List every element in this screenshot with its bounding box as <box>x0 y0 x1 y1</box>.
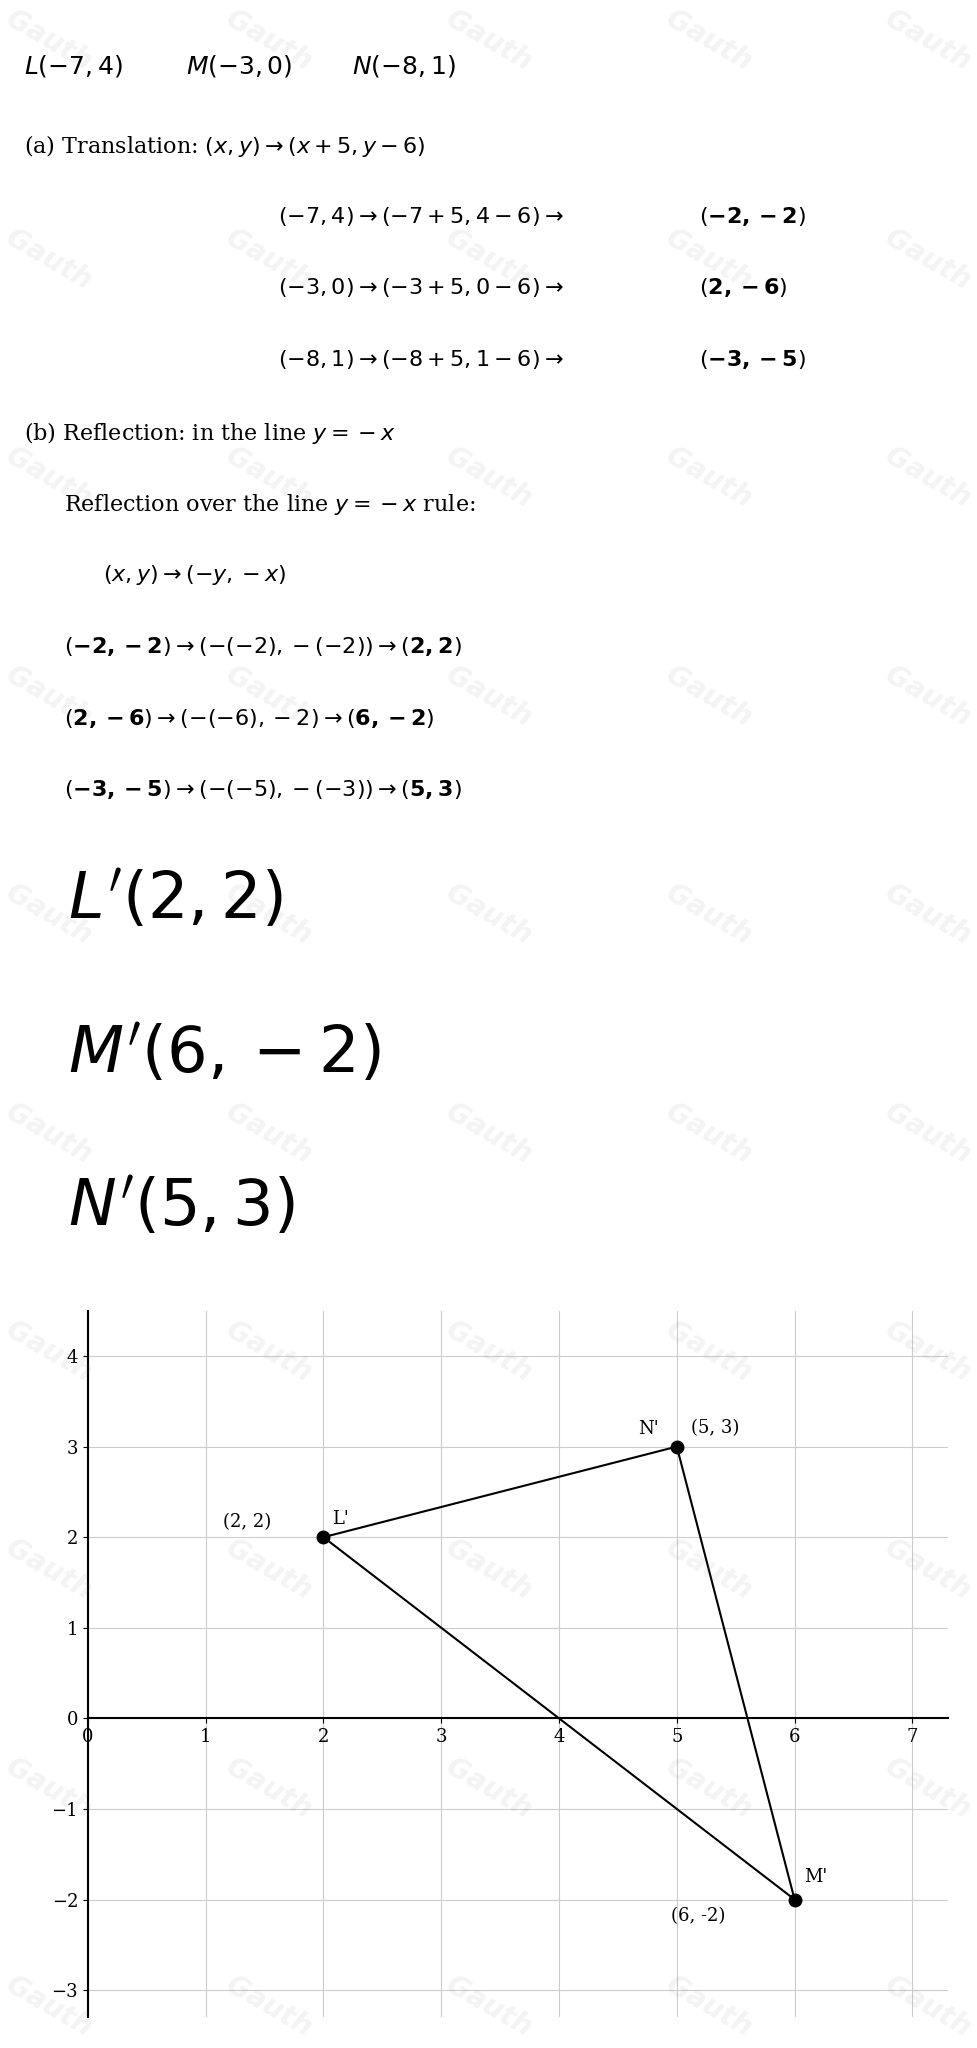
Text: (6, -2): (6, -2) <box>671 1907 725 1925</box>
Text: Gauth: Gauth <box>660 1534 756 1606</box>
Text: $(\mathbf{2,-6}) \to (-(-6),-2) \to (\mathbf{6,-2})$: $(\mathbf{2,-6}) \to (-(-6),-2) \to (\ma… <box>64 707 434 729</box>
Text: N': N' <box>639 1419 659 1438</box>
Text: Gauth: Gauth <box>441 1972 536 2042</box>
Text: Gauth: Gauth <box>441 1098 536 1169</box>
Text: Gauth: Gauth <box>221 662 317 731</box>
Text: Gauth: Gauth <box>221 1534 317 1606</box>
Text: Gauth: Gauth <box>660 879 756 950</box>
Text: Gauth: Gauth <box>660 1753 756 1825</box>
Text: Gauth: Gauth <box>880 1098 976 1169</box>
Text: (b) Reflection: in the line $y = -x$: (b) Reflection: in the line $y = -x$ <box>24 420 397 446</box>
Text: Gauth: Gauth <box>880 442 976 514</box>
Text: Gauth: Gauth <box>880 879 976 950</box>
Text: Reflection over the line $y = -x$ rule:: Reflection over the line $y = -x$ rule: <box>64 492 475 516</box>
Text: Gauth: Gauth <box>221 1098 317 1169</box>
Text: $(\mathbf{-2,-2})$: $(\mathbf{-2,-2})$ <box>699 205 806 227</box>
Text: Gauth: Gauth <box>660 1317 756 1386</box>
Text: Gauth: Gauth <box>1 1534 97 1606</box>
Text: Gauth: Gauth <box>221 1317 317 1386</box>
Text: $(\mathbf{2,-6})$: $(\mathbf{2,-6})$ <box>699 276 787 299</box>
Text: Gauth: Gauth <box>221 442 317 514</box>
Text: Gauth: Gauth <box>221 879 317 950</box>
Text: $L'(2,2)$: $L'(2,2)$ <box>68 870 283 932</box>
Text: Gauth: Gauth <box>1 662 97 731</box>
Text: Gauth: Gauth <box>441 6 536 76</box>
Text: (a) Translation: $(x,y) \to (x+5, y-6)$: (a) Translation: $(x,y) \to (x+5, y-6)$ <box>24 133 426 160</box>
Text: $M'(6,-2)$: $M'(6,-2)$ <box>68 1024 381 1085</box>
Text: $N'(5,3)$: $N'(5,3)$ <box>68 1178 295 1239</box>
Text: Gauth: Gauth <box>441 662 536 731</box>
Text: $L(-7,4)$: $L(-7,4)$ <box>24 53 123 80</box>
Text: Gauth: Gauth <box>1 1317 97 1386</box>
Text: Gauth: Gauth <box>1 1098 97 1169</box>
Text: L': L' <box>332 1509 349 1528</box>
Text: M': M' <box>804 1868 828 1886</box>
Text: Gauth: Gauth <box>1 223 97 295</box>
Text: Gauth: Gauth <box>441 1317 536 1386</box>
Text: Gauth: Gauth <box>660 1098 756 1169</box>
Text: Gauth: Gauth <box>1 1972 97 2042</box>
Text: Gauth: Gauth <box>441 1534 536 1606</box>
Text: Gauth: Gauth <box>660 1972 756 2042</box>
Text: $(\mathbf{-3,-5})$: $(\mathbf{-3,-5})$ <box>699 348 806 371</box>
Text: Gauth: Gauth <box>441 879 536 950</box>
Text: Gauth: Gauth <box>880 1317 976 1386</box>
Text: Gauth: Gauth <box>880 1972 976 2042</box>
Text: Gauth: Gauth <box>1 879 97 950</box>
Text: $(-8,1) \to (-8+5,1-6) \to $: $(-8,1) \to (-8+5,1-6) \to $ <box>278 348 564 371</box>
Text: Gauth: Gauth <box>1 442 97 514</box>
Text: Gauth: Gauth <box>660 223 756 295</box>
Text: Gauth: Gauth <box>880 1753 976 1825</box>
Text: $(\mathbf{-3,-5}) \to (-(-5),-(-3)) \to (\mathbf{5,3})$: $(\mathbf{-3,-5}) \to (-(-5),-(-3)) \to … <box>64 778 461 801</box>
Text: $N(-8,1)$: $N(-8,1)$ <box>352 53 455 80</box>
Text: Gauth: Gauth <box>880 662 976 731</box>
Text: $(\mathbf{-2,-2}) \to (-(-2),-(-2)) \to (\mathbf{2,2})$: $(\mathbf{-2,-2}) \to (-(-2),-(-2)) \to … <box>64 635 461 657</box>
Text: Gauth: Gauth <box>1 6 97 76</box>
Text: $M(-3,0)$: $M(-3,0)$ <box>186 53 292 80</box>
Text: Gauth: Gauth <box>1 1753 97 1825</box>
Text: $(-7,4) \to (-7+5,4-6) \to $: $(-7,4) \to (-7+5,4-6) \to $ <box>278 205 564 227</box>
Text: Gauth: Gauth <box>221 1972 317 2042</box>
Text: Gauth: Gauth <box>880 6 976 76</box>
Text: Gauth: Gauth <box>660 442 756 514</box>
Text: (5, 3): (5, 3) <box>691 1419 740 1438</box>
Text: $(x,y) \to (-y,-x)$: $(x,y) \to (-y,-x)$ <box>103 563 286 588</box>
Text: Gauth: Gauth <box>221 6 317 76</box>
Text: $(-3,0) \to (-3+5,0-6) \to $: $(-3,0) \to (-3+5,0-6) \to $ <box>278 276 564 299</box>
Text: Gauth: Gauth <box>660 662 756 731</box>
Text: Gauth: Gauth <box>221 1753 317 1825</box>
Text: Gauth: Gauth <box>221 223 317 295</box>
Text: (2, 2): (2, 2) <box>224 1513 272 1530</box>
Text: Gauth: Gauth <box>441 442 536 514</box>
Text: Gauth: Gauth <box>880 223 976 295</box>
Text: Gauth: Gauth <box>660 6 756 76</box>
Text: Gauth: Gauth <box>441 1753 536 1825</box>
Text: Gauth: Gauth <box>880 1534 976 1606</box>
Text: Gauth: Gauth <box>441 223 536 295</box>
